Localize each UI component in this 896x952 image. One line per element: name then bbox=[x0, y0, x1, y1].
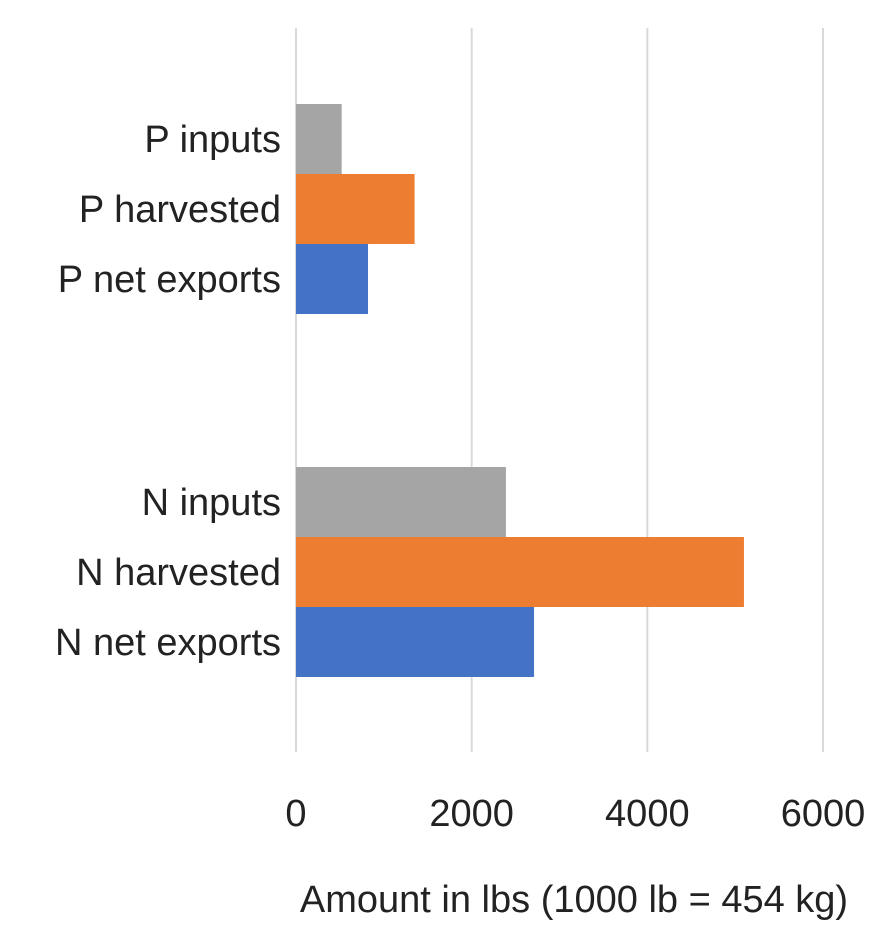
x-tick-label: 4000 bbox=[605, 793, 690, 835]
bar bbox=[296, 174, 415, 244]
bars bbox=[296, 104, 744, 677]
x-tick-label: 6000 bbox=[781, 793, 866, 835]
x-tick-label: 2000 bbox=[429, 793, 514, 835]
category-label: N net exports bbox=[55, 622, 281, 664]
category-label: P harvested bbox=[79, 189, 281, 231]
category-label: P net exports bbox=[58, 259, 281, 301]
bar bbox=[296, 607, 535, 677]
x-tick-labels: 0 2000 4000 6000 bbox=[285, 793, 865, 835]
x-axis-title: Amount in lbs (1000 lb = 454 kg) bbox=[300, 879, 848, 921]
bar bbox=[296, 104, 342, 174]
bar bbox=[296, 467, 506, 537]
category-label: P inputs bbox=[144, 119, 281, 161]
bar bbox=[296, 537, 744, 607]
category-label: N inputs bbox=[142, 482, 281, 524]
bar bbox=[296, 244, 369, 314]
category-labels: P inputs P harvested P net exports N inputs… bbox=[55, 119, 281, 664]
category-label: N harvested bbox=[76, 552, 281, 594]
x-tick-label: 0 bbox=[285, 793, 306, 835]
